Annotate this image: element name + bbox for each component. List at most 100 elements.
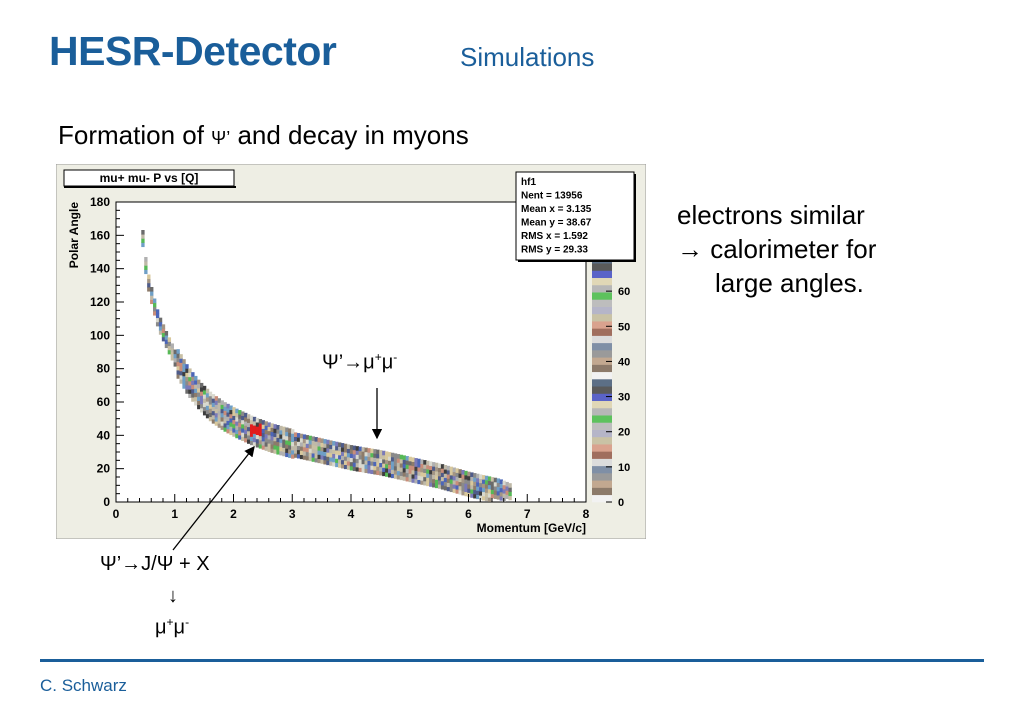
color-scale-cell	[592, 335, 612, 344]
heatmap-cell	[208, 391, 213, 397]
heatmap-cell	[467, 475, 471, 481]
color-scale-cell	[592, 458, 612, 467]
heatmap-cell	[208, 404, 213, 409]
heatmap-cell	[288, 445, 292, 450]
heatmap-cell	[188, 385, 192, 390]
heatmap-cell	[388, 460, 392, 465]
heatmap-cell	[411, 478, 415, 483]
heatmap-cell	[343, 464, 348, 470]
page-title: HESR-Detector	[49, 28, 337, 74]
heatmap-cell	[305, 447, 310, 453]
heatmap-cell	[390, 461, 395, 466]
heatmap-cell	[335, 450, 339, 455]
heatmap-cell	[147, 282, 151, 288]
heatmap-cell	[426, 473, 430, 478]
heatmap-cell	[264, 437, 268, 443]
heatmap-cell	[282, 430, 286, 436]
heatmap-cell	[341, 459, 345, 465]
heatmap-cell	[164, 331, 169, 336]
heatmap-cell	[258, 431, 263, 437]
heatmap-cell	[379, 450, 383, 455]
heatmap-cell	[194, 400, 198, 406]
heatmap-cell	[370, 456, 374, 462]
heatmap-cell	[185, 368, 189, 373]
heatmap-cell	[423, 472, 427, 478]
heatmap-cell	[179, 358, 183, 363]
heatmap-cell	[179, 362, 183, 368]
heatmap-cell	[420, 467, 424, 473]
heatmap-cell	[299, 450, 304, 455]
heatmap-cell	[385, 463, 389, 469]
heatmap-cell	[479, 491, 483, 496]
heatmap-cell	[244, 433, 248, 439]
heatmap-cell	[343, 447, 348, 453]
heatmap-cell	[150, 299, 154, 305]
heatmap-cell	[435, 462, 439, 468]
heatmap-cell	[170, 347, 174, 353]
heatmap-cell	[285, 444, 289, 449]
heatmap-cell	[258, 423, 263, 428]
heatmap-cell	[373, 453, 377, 458]
heatmap-cell	[164, 335, 169, 340]
heatmap-cell	[338, 454, 342, 460]
heatmap-cell	[311, 436, 315, 441]
heatmap-cell	[446, 470, 451, 475]
heatmap-cell	[282, 426, 286, 432]
heatmap-cell	[508, 483, 512, 488]
heatmap-cell	[405, 456, 409, 461]
y-tick-label: 60	[97, 395, 111, 409]
heatmap-cell	[229, 422, 233, 427]
heatmap-cell	[282, 439, 286, 444]
heatmap-cell	[417, 467, 421, 472]
annotation-down-arrow: ↓	[168, 585, 178, 607]
heatmap-cell	[499, 483, 503, 489]
heatmap-cell	[144, 269, 148, 275]
heatmap-cell	[241, 419, 245, 425]
heatmap-cell	[244, 417, 248, 422]
heatmap-cell	[420, 480, 424, 485]
heatmap-cell	[455, 472, 459, 478]
heatmap-cell	[479, 482, 483, 488]
heatmap-cell	[352, 453, 357, 459]
y-tick-label: 20	[97, 462, 111, 476]
heatmap-cell	[370, 469, 374, 475]
heatmap-cell	[285, 440, 289, 445]
heatmap-cell	[229, 418, 233, 423]
heatmap-cell	[238, 414, 242, 419]
heatmap-cell	[208, 395, 213, 401]
heatmap-cell	[238, 418, 242, 423]
side-note-line2: → calorimeter for	[677, 234, 877, 264]
heatmap-cell	[296, 441, 301, 446]
heatmap-cell	[470, 476, 474, 482]
heatmap-cell	[414, 474, 418, 480]
heatmap-cell	[335, 458, 339, 463]
heatmap-cell	[279, 450, 283, 456]
heatmap-cell	[191, 380, 195, 386]
heading-psi: Ψ’	[211, 128, 231, 148]
heatmap-cell	[352, 466, 357, 472]
heatmap-cell	[153, 298, 157, 304]
heatmap-cell	[482, 487, 486, 493]
heatmap-cell	[235, 408, 239, 414]
heatmap-cell	[305, 435, 310, 440]
heatmap-cell	[402, 476, 407, 481]
heatmap-cell	[420, 471, 424, 477]
heatmap-cell	[420, 459, 424, 464]
heatmap-cell	[155, 321, 160, 327]
heatmap-cell	[173, 357, 177, 363]
heatmap-cell	[264, 442, 268, 447]
heatmap-cell	[452, 467, 456, 473]
heatmap-cell	[396, 466, 401, 472]
heatmap-cell	[393, 457, 398, 463]
heatmap-cell	[244, 429, 248, 435]
heatmap-cell	[435, 471, 439, 476]
heatmap-cell	[379, 462, 383, 468]
heatmap-cell	[405, 476, 409, 482]
heatmap-cell	[261, 441, 266, 446]
heatmap-cell	[355, 458, 360, 464]
color-scale-cell	[592, 415, 612, 423]
heatmap-cell	[379, 454, 383, 459]
heatmap-cell	[455, 468, 459, 473]
heatmap-cell	[411, 465, 415, 471]
heatmap-cell	[141, 230, 145, 235]
